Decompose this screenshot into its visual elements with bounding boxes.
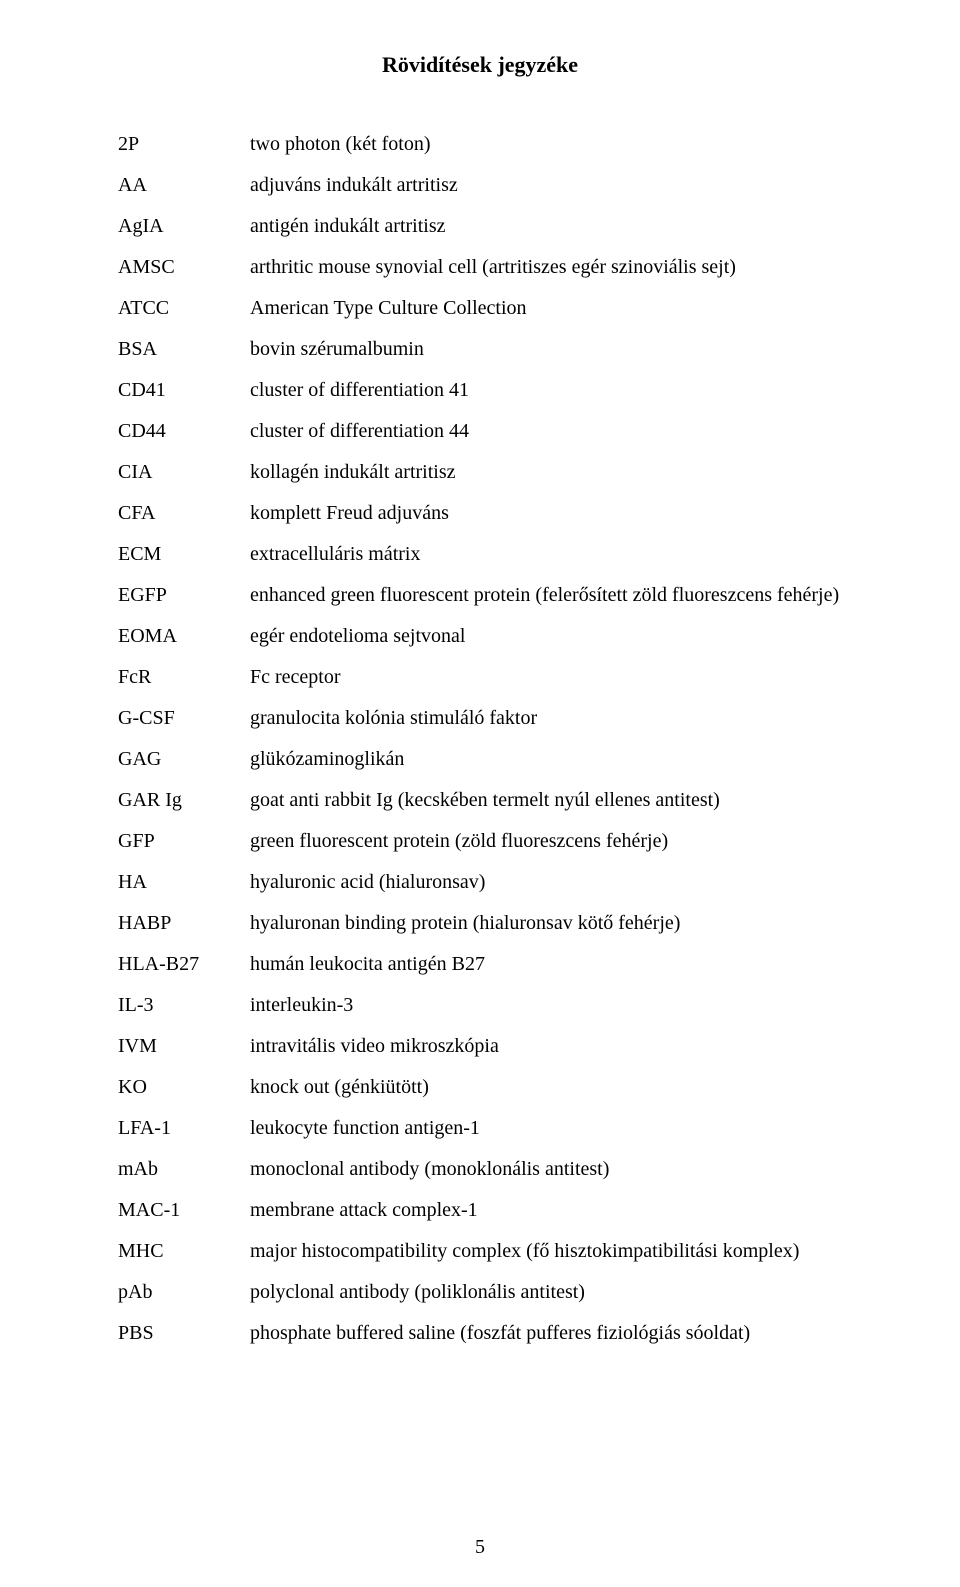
- abbreviations-table: 2Ptwo photon (két foton)AAadjuváns induk…: [118, 124, 842, 1354]
- table-row: CD44cluster of differentiation 44: [118, 411, 842, 452]
- definition: goat anti rabbit Ig (kecskében termelt n…: [250, 780, 842, 821]
- abbreviation: KO: [118, 1067, 250, 1108]
- table-row: FcRFc receptor: [118, 657, 842, 698]
- definition: cluster of differentiation 41: [250, 370, 842, 411]
- table-row: GAR Iggoat anti rabbit Ig (kecskében ter…: [118, 780, 842, 821]
- abbreviation: CIA: [118, 452, 250, 493]
- definition: komplett Freud adjuváns: [250, 493, 842, 534]
- definition: major histocompatibility complex (fő his…: [250, 1231, 842, 1272]
- abbreviation: GAR Ig: [118, 780, 250, 821]
- abbreviation: CD41: [118, 370, 250, 411]
- definition: glükózaminoglikán: [250, 739, 842, 780]
- abbreviation: MHC: [118, 1231, 250, 1272]
- definition: enhanced green fluorescent protein (fele…: [250, 575, 842, 616]
- definition: two photon (két foton): [250, 124, 842, 165]
- definition: kollagén indukált artritisz: [250, 452, 842, 493]
- table-row: BSAbovin szérumalbumin: [118, 329, 842, 370]
- abbreviation: PBS: [118, 1313, 250, 1354]
- abbreviation: GFP: [118, 821, 250, 862]
- abbreviation: IL-3: [118, 985, 250, 1026]
- table-row: GFPgreen fluorescent protein (zöld fluor…: [118, 821, 842, 862]
- abbreviation: HABP: [118, 903, 250, 944]
- definition: hyaluronic acid (hialuronsav): [250, 862, 842, 903]
- abbreviation: IVM: [118, 1026, 250, 1067]
- definition: American Type Culture Collection: [250, 288, 842, 329]
- definition: humán leukocita antigén B27: [250, 944, 842, 985]
- page: Rövidítések jegyzéke 2Ptwo photon (két f…: [0, 0, 960, 1587]
- abbreviation: AgIA: [118, 206, 250, 247]
- table-row: HABPhyaluronan binding protein (hialuron…: [118, 903, 842, 944]
- abbreviation: EOMA: [118, 616, 250, 657]
- abbreviation: EGFP: [118, 575, 250, 616]
- abbreviations-tbody: 2Ptwo photon (két foton)AAadjuváns induk…: [118, 124, 842, 1354]
- table-row: EOMAegér endotelioma sejtvonal: [118, 616, 842, 657]
- abbreviation: GAG: [118, 739, 250, 780]
- abbreviation: pAb: [118, 1272, 250, 1313]
- definition: Fc receptor: [250, 657, 842, 698]
- definition: monoclonal antibody (monoklonális antite…: [250, 1149, 842, 1190]
- abbreviation: ECM: [118, 534, 250, 575]
- abbreviation: 2P: [118, 124, 250, 165]
- table-row: HLA-B27humán leukocita antigén B27: [118, 944, 842, 985]
- abbreviation: BSA: [118, 329, 250, 370]
- table-row: pAbpolyclonal antibody (poliklonális ant…: [118, 1272, 842, 1313]
- definition: interleukin-3: [250, 985, 842, 1026]
- definition: membrane attack complex-1: [250, 1190, 842, 1231]
- table-row: MHCmajor histocompatibility complex (fő …: [118, 1231, 842, 1272]
- definition: extracelluláris mátrix: [250, 534, 842, 575]
- table-row: KOknock out (génkiütött): [118, 1067, 842, 1108]
- table-row: EGFPenhanced green fluorescent protein (…: [118, 575, 842, 616]
- definition: polyclonal antibody (poliklonális antite…: [250, 1272, 842, 1313]
- table-row: CD41cluster of differentiation 41: [118, 370, 842, 411]
- definition: granulocita kolónia stimuláló faktor: [250, 698, 842, 739]
- abbreviation: FcR: [118, 657, 250, 698]
- abbreviation: G-CSF: [118, 698, 250, 739]
- table-row: 2Ptwo photon (két foton): [118, 124, 842, 165]
- definition: bovin szérumalbumin: [250, 329, 842, 370]
- abbreviation: mAb: [118, 1149, 250, 1190]
- table-row: mAbmonoclonal antibody (monoklonális ant…: [118, 1149, 842, 1190]
- definition: leukocyte function antigen-1: [250, 1108, 842, 1149]
- table-row: CIAkollagén indukált artritisz: [118, 452, 842, 493]
- definition: phosphate buffered saline (foszfát puffe…: [250, 1313, 842, 1354]
- table-row: CFAkomplett Freud adjuváns: [118, 493, 842, 534]
- abbreviation: MAC-1: [118, 1190, 250, 1231]
- table-row: MAC-1membrane attack complex-1: [118, 1190, 842, 1231]
- abbreviation: AMSC: [118, 247, 250, 288]
- definition: knock out (génkiütött): [250, 1067, 842, 1108]
- definition: cluster of differentiation 44: [250, 411, 842, 452]
- abbreviation: AA: [118, 165, 250, 206]
- abbreviation: HA: [118, 862, 250, 903]
- table-row: AMSCarthritic mouse synovial cell (artri…: [118, 247, 842, 288]
- definition: egér endotelioma sejtvonal: [250, 616, 842, 657]
- abbreviation: ATCC: [118, 288, 250, 329]
- definition: antigén indukált artritisz: [250, 206, 842, 247]
- abbreviation: CD44: [118, 411, 250, 452]
- table-row: ATCCAmerican Type Culture Collection: [118, 288, 842, 329]
- table-row: LFA-1leukocyte function antigen-1: [118, 1108, 842, 1149]
- definition: intravitális video mikroszkópia: [250, 1026, 842, 1067]
- table-row: IL-3interleukin-3: [118, 985, 842, 1026]
- table-row: HAhyaluronic acid (hialuronsav): [118, 862, 842, 903]
- table-row: AgIAantigén indukált artritisz: [118, 206, 842, 247]
- table-row: AAadjuváns indukált artritisz: [118, 165, 842, 206]
- page-number: 5: [0, 1536, 960, 1559]
- abbreviation: CFA: [118, 493, 250, 534]
- table-row: IVMintravitális video mikroszkópia: [118, 1026, 842, 1067]
- table-row: PBSphosphate buffered saline (foszfát pu…: [118, 1313, 842, 1354]
- page-title: Rövidítések jegyzéke: [118, 52, 842, 78]
- definition: adjuváns indukált artritisz: [250, 165, 842, 206]
- table-row: ECMextracelluláris mátrix: [118, 534, 842, 575]
- abbreviation: LFA-1: [118, 1108, 250, 1149]
- definition: arthritic mouse synovial cell (artritisz…: [250, 247, 842, 288]
- abbreviation: HLA-B27: [118, 944, 250, 985]
- table-row: GAGglükózaminoglikán: [118, 739, 842, 780]
- definition: green fluorescent protein (zöld fluoresz…: [250, 821, 842, 862]
- definition: hyaluronan binding protein (hialuronsav …: [250, 903, 842, 944]
- table-row: G-CSFgranulocita kolónia stimuláló fakto…: [118, 698, 842, 739]
